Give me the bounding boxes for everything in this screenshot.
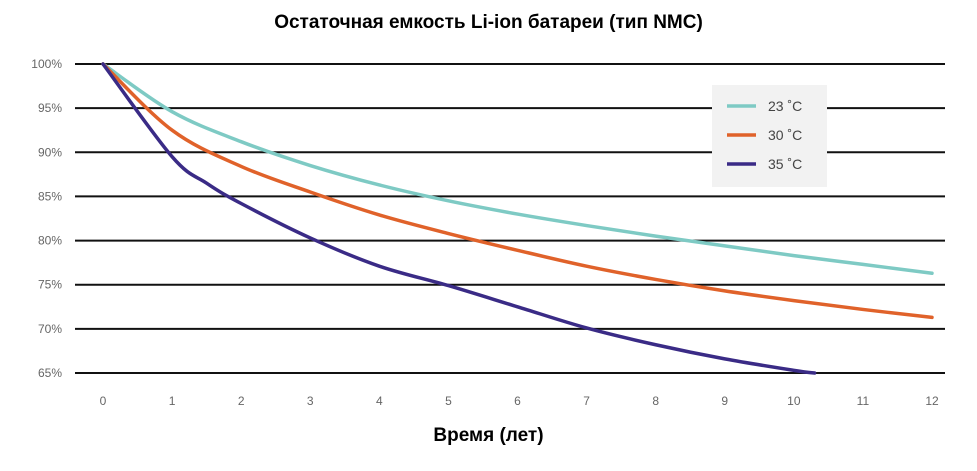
x-tick-label: 10 [787, 394, 801, 408]
x-tick-label: 1 [169, 394, 176, 408]
chart-title: Остаточная емкость Li-ion батареи (тип N… [274, 12, 703, 33]
legend: 23 ˚C 30 ˚C 35 ˚C [712, 85, 827, 187]
legend-label: 23 ˚C [768, 98, 802, 114]
x-tick-label: 2 [238, 394, 245, 408]
x-tick-label: 5 [445, 394, 452, 408]
x-axis-label: Время (лет) [433, 425, 544, 446]
y-tick-label: 95% [38, 101, 62, 115]
series-lines [101, 62, 934, 375]
legend-label: 30 ˚C [768, 127, 802, 143]
series-line-3 [101, 62, 817, 375]
y-tick-label: 70% [38, 322, 62, 336]
y-tick-label: 100% [31, 57, 62, 71]
legend-label: 35 ˚C [768, 156, 802, 172]
x-tick-label: 12 [925, 394, 939, 408]
x-tick-label: 7 [583, 394, 590, 408]
y-tick-label: 90% [38, 145, 62, 159]
y-axis-ticks: 100% 95% 90% 85% 80% 75% 70% 65% [31, 57, 62, 380]
x-tick-label: 11 [857, 394, 870, 408]
y-tick-label: 85% [38, 189, 62, 203]
x-tick-label: 3 [307, 394, 314, 408]
x-tick-label: 8 [652, 394, 659, 408]
x-tick-label: 6 [514, 394, 521, 408]
x-tick-label: 4 [376, 394, 383, 408]
x-tick-label: 9 [721, 394, 728, 408]
y-tick-label: 75% [38, 278, 62, 292]
y-tick-label: 65% [38, 366, 62, 380]
y-tick-label: 80% [38, 234, 62, 248]
series-line-1 [101, 62, 934, 275]
x-tick-label: 0 [100, 394, 107, 408]
x-axis-ticks: 0 1 2 3 4 5 6 7 8 9 10 11 12 [100, 394, 939, 408]
series-line-2 [101, 62, 934, 320]
